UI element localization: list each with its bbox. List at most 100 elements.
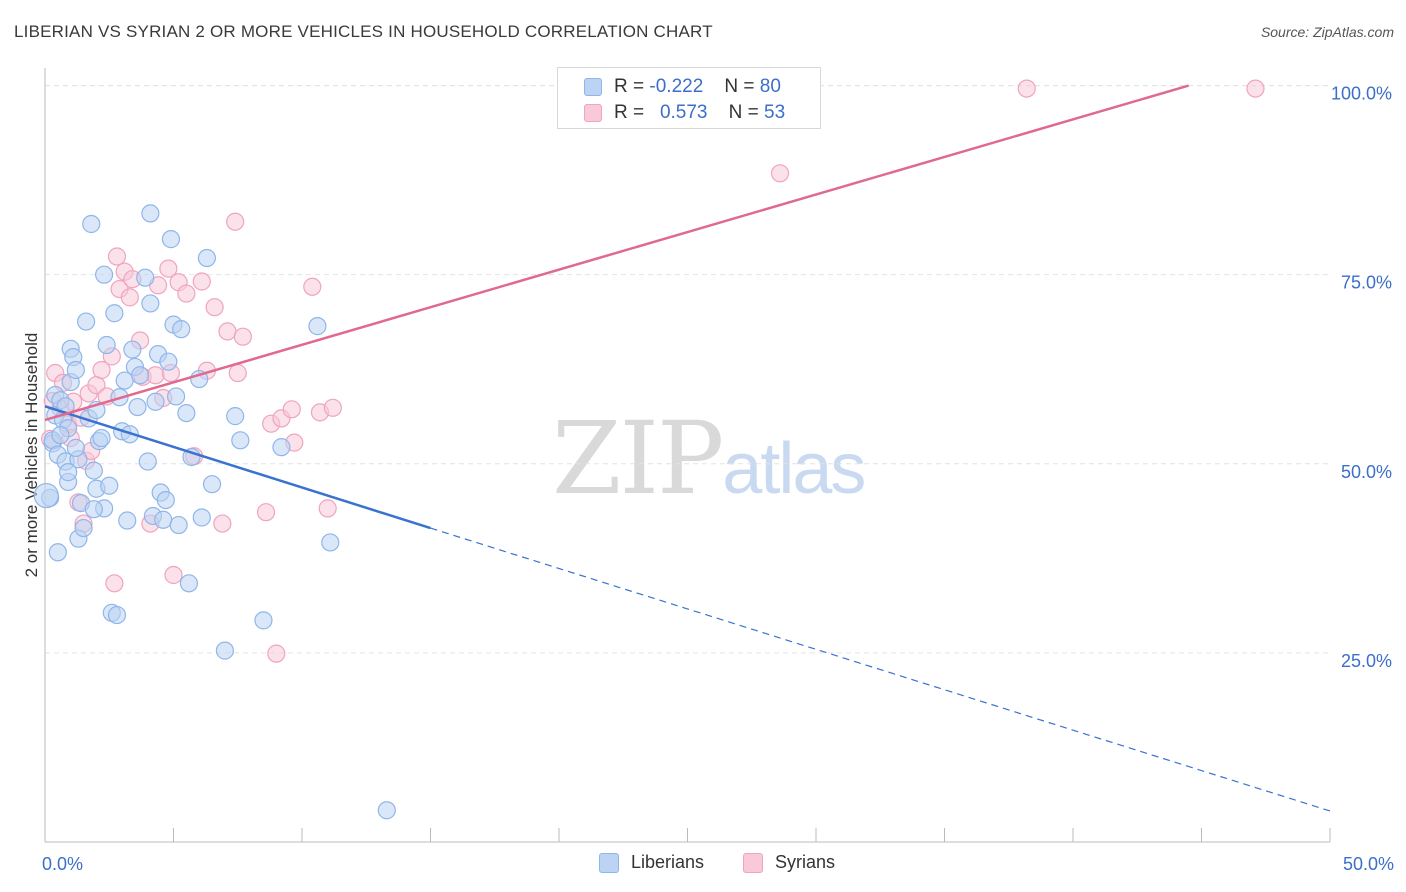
liberian-point-62	[197, 248, 217, 268]
liberian-point-67	[254, 611, 273, 630]
x-tick-label-0: 0.0%	[42, 854, 83, 874]
syrian-trend-line	[44, 84, 1190, 422]
liberian-point-23	[82, 214, 101, 234]
syrian-point-56	[228, 363, 247, 383]
syrian-point-42	[256, 503, 276, 522]
syrian-point-26	[146, 366, 165, 385]
liberian-point-42	[130, 366, 150, 385]
liberian-point-46	[141, 294, 160, 313]
liberian-point-34	[107, 605, 127, 625]
liberian-point-66	[231, 431, 250, 450]
liberian-point-76	[128, 397, 147, 417]
liberian-point-52	[156, 490, 175, 510]
bottom-swatch-syrians	[743, 853, 763, 873]
liberian-point-40	[123, 340, 142, 359]
liberian-point-70	[321, 533, 340, 552]
bottom-label-liberians: Liberians	[631, 852, 705, 872]
syrian-point-49	[318, 499, 337, 518]
syrian-point-18	[107, 247, 127, 266]
liberian-point-16	[66, 360, 85, 380]
syrian-point-37	[205, 298, 224, 317]
liberian-point-33	[105, 304, 124, 323]
liberian-point-73	[66, 438, 85, 457]
syrian-point-29	[159, 259, 178, 278]
correlation-legend: R = -0.222 N = 80 R = 0.573 N = 53	[557, 67, 821, 129]
liberian-point-63	[202, 475, 222, 494]
liberian-point-43	[136, 268, 155, 287]
syrian-point-57	[282, 400, 301, 419]
syrian-point-39	[218, 322, 237, 341]
legend-r-syrians: 0.573	[659, 102, 708, 123]
syrian-point-40	[226, 212, 245, 231]
liberian-point-44	[138, 452, 157, 471]
y-tick-label-25: 25.0%	[1341, 651, 1392, 671]
chart-source: Source: ZipAtlas.com	[1260, 24, 1394, 40]
liberian-point-53	[159, 352, 178, 371]
liberian-point-71	[377, 801, 396, 820]
syrian-point-54	[1246, 79, 1265, 98]
liberian-point-5	[48, 543, 67, 562]
liberian-point-30	[97, 335, 116, 355]
liberian-point-79	[59, 463, 78, 482]
liberian-point-54	[161, 230, 181, 249]
y-tick-label-75: 75.0%	[1341, 273, 1392, 293]
syrian-point-44	[267, 644, 286, 663]
liberian-point-large	[33, 482, 59, 509]
liberian-point-61	[192, 508, 211, 527]
syrian-point-33	[177, 284, 196, 303]
legend-n-label: N =	[728, 102, 759, 123]
legend-swatch-liberians	[584, 78, 602, 96]
liberian-point-48	[146, 392, 165, 411]
syrian-point-41	[233, 327, 252, 346]
liberian-point-56	[169, 515, 188, 535]
bottom-label-syrians: Syrians	[775, 852, 836, 872]
syrian-point-14	[92, 360, 111, 380]
liberian-point-72	[51, 425, 70, 445]
liberian-point-29	[95, 265, 114, 284]
liberian-point-45	[141, 204, 160, 223]
legend-swatch-syrians	[584, 104, 602, 122]
watermark-atlas: atlas	[722, 429, 866, 509]
watermark-zip: ZIP	[552, 400, 724, 517]
legend-n-label: N =	[724, 76, 755, 97]
syrian-point-31	[164, 565, 183, 585]
liberian-point-69	[308, 317, 327, 336]
liberian-point-65	[226, 407, 245, 426]
liberian-point-51	[154, 510, 173, 529]
liberian-point-64	[215, 641, 234, 660]
liberian-point-20	[74, 518, 93, 538]
legend-r-liberians: -0.222	[649, 76, 704, 97]
bottom-swatch-liberians	[599, 853, 619, 873]
watermark: ZIPatlas	[552, 400, 866, 517]
syrian-point-35	[192, 272, 211, 291]
legend-n-liberians: 80	[759, 76, 781, 97]
liberian-point-74	[84, 500, 103, 519]
liberian-trend-line	[44, 405, 431, 530]
liberian-point-57	[172, 320, 191, 339]
liberian-point-31	[100, 476, 119, 495]
legend-r-label: R =	[614, 102, 645, 123]
liberian-point-24	[84, 461, 103, 480]
syrian-point-47	[303, 277, 322, 296]
liberian-point-68	[272, 438, 291, 457]
liberian-point-58	[177, 404, 196, 423]
liberian-trend-dashed	[430, 527, 1331, 812]
y-tick-label-50: 50.0%	[1341, 462, 1392, 482]
y-tick-label-100: 100.0%	[1331, 84, 1392, 104]
syrian-point-17	[105, 574, 124, 593]
syrian-point-38	[213, 514, 232, 533]
syrian-point-51	[770, 164, 790, 183]
chart-title: LIBERIAN VS SYRIAN 2 OR MORE VEHICLES IN…	[14, 22, 713, 41]
syrian-point-50	[323, 398, 342, 417]
legend-n-syrians: 53	[764, 102, 786, 123]
liberian-point-75	[92, 428, 111, 448]
liberian-point-38	[118, 511, 137, 530]
legend-r-label: R =	[614, 76, 645, 97]
syrian-point-53	[1017, 79, 1036, 98]
liberian-point-21	[77, 312, 96, 331]
x-tick-label-50: 50.0%	[1343, 854, 1394, 874]
liberian-point-59	[179, 574, 199, 593]
syrian-point-21	[120, 288, 139, 307]
liberian-point-77	[166, 387, 186, 406]
